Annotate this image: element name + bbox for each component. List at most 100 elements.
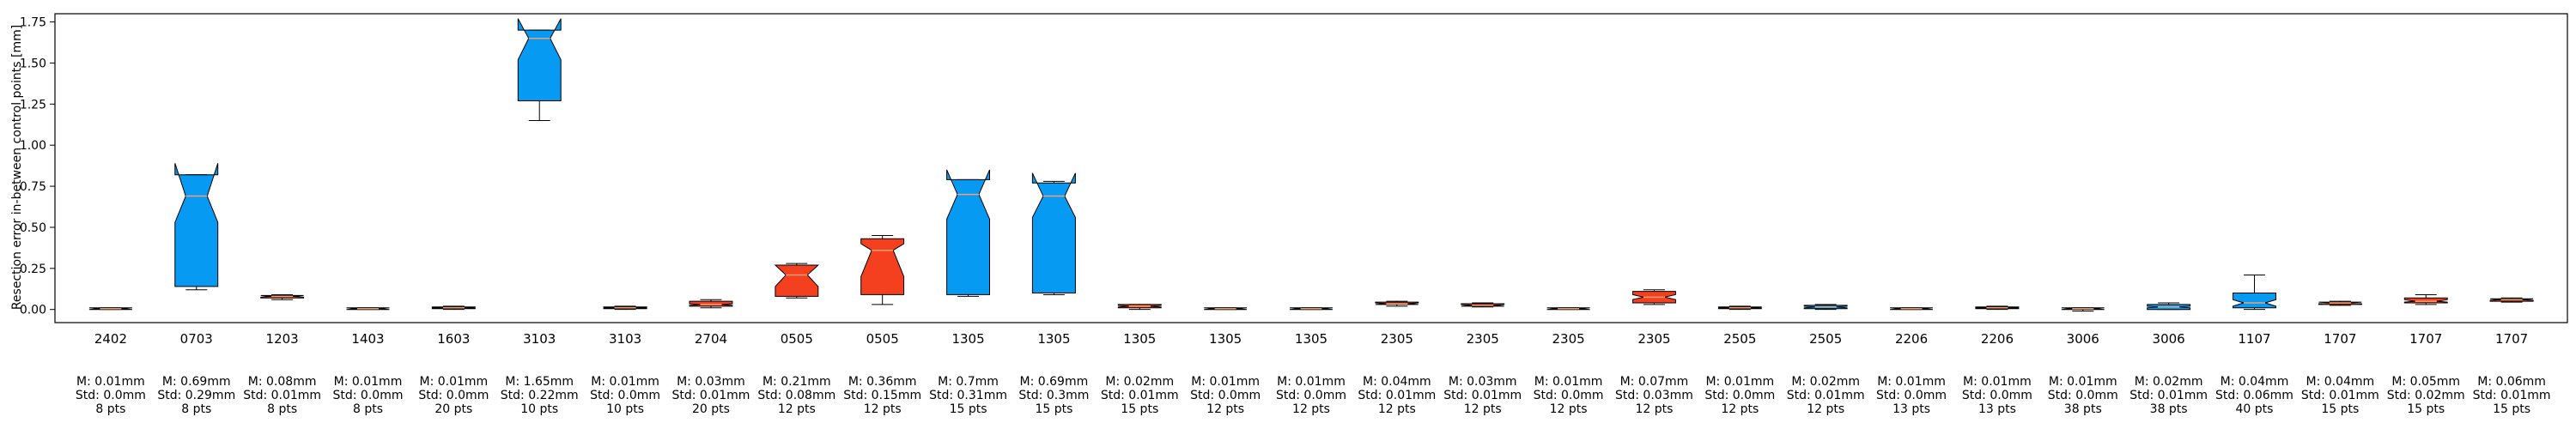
stats-label: Std: 0.01mm [2301, 389, 2379, 402]
box-14 [1289, 307, 1334, 311]
x-tick-label: 1707 [2495, 331, 2528, 347]
box-17 [1546, 307, 1590, 311]
stats-label: M: 0.01mm [1534, 375, 1603, 389]
x-tick-label: 1107 [2238, 331, 2270, 347]
y-tick-label: 0.25 [20, 263, 46, 276]
stats-label: 13 pts [1893, 402, 1930, 416]
stats-label: Std: 0.01mm [1443, 389, 1522, 402]
stats-label: 12 pts [1550, 402, 1588, 416]
x-tick-label: 2505 [1809, 331, 1842, 347]
stats-label: M: 0.02mm [2135, 375, 2203, 389]
x-tick-label: 1707 [2409, 331, 2442, 347]
stats-label: 8 pts [95, 402, 125, 416]
stats-label: 40 pts [2236, 402, 2274, 416]
box-13 [1204, 307, 1248, 311]
box-5 [517, 18, 562, 121]
x-tick-label: 2402 [94, 331, 127, 347]
plot-frame [54, 13, 2568, 323]
stats-label: Std: 0.01mm [1787, 389, 1865, 402]
stats-label: M: 0.01mm [1277, 375, 1346, 389]
stats-label: M: 0.01mm [420, 375, 489, 389]
stats-label: M: 0.03mm [677, 375, 745, 389]
stats-label: 10 pts [520, 402, 558, 416]
x-tick-label: 0505 [781, 331, 813, 347]
box-15 [1375, 300, 1419, 307]
stats-label: Std: 0.06mm [2215, 389, 2293, 402]
stats-label: 10 pts [606, 402, 644, 416]
stats-label: Std: 0.0mm [1704, 389, 1775, 402]
stats-label: 15 pts [1035, 402, 1072, 416]
x-tick-label: 1603 [437, 331, 470, 347]
x-tick-label: 1305 [951, 331, 984, 347]
box-3 [346, 307, 390, 311]
stats-label: 15 pts [1121, 402, 1158, 416]
stats-label: 12 pts [1206, 402, 1244, 416]
stats-label: M: 0.36mm [848, 375, 917, 389]
stats-label: 12 pts [1292, 402, 1330, 416]
stats-label: 20 pts [692, 402, 730, 416]
stats-label: M: 0.07mm [1620, 375, 1689, 389]
box-18 [1632, 289, 1676, 305]
stats-label: 12 pts [1721, 402, 1759, 416]
x-tick-label: 1403 [351, 331, 384, 347]
notched-box [774, 264, 820, 297]
x-tick-label: 2305 [1552, 331, 1584, 347]
stats-label: Std: 0.01mm [2129, 389, 2208, 402]
x-tick-label: 1707 [2324, 331, 2356, 347]
stats-label: M: 0.01mm [334, 375, 403, 389]
box-16 [1461, 302, 1505, 308]
x-tick-label: 2704 [695, 331, 727, 347]
stats-label: Std: 0.03mm [1615, 389, 1693, 402]
y-tick-label: 0.50 [20, 221, 46, 235]
stats-label: Std: 0.3mm [1018, 389, 1089, 402]
x-tick-label: 3006 [2153, 331, 2185, 347]
notched-box [174, 163, 219, 287]
stats-label: 8 pts [267, 402, 297, 416]
x-tick-label: 1305 [1209, 331, 1242, 347]
stats-label: M: 0.02mm [1791, 375, 1860, 389]
y-tick-label: 0.00 [20, 304, 46, 317]
stats-label: M: 0.21mm [762, 375, 831, 389]
stats-label: M: 0.03mm [1449, 375, 1517, 389]
x-tick-label: 2206 [1981, 331, 2014, 347]
notched-box [517, 18, 562, 101]
x-tick-label: 2305 [1381, 331, 1413, 347]
y-tick-label: 1.25 [20, 98, 46, 112]
stats-label: M: 0.7mm [938, 375, 999, 389]
stats-label: M: 0.01mm [76, 375, 145, 389]
box-8 [774, 263, 820, 299]
y-tick-label: 1.00 [20, 139, 46, 153]
stats-label: Std: 0.0mm [76, 389, 146, 402]
y-axis-label: Resection error in-between control point… [10, 25, 24, 310]
axes-layer: 0.00 0.25 0.50 0.75 1.00 1.25 1.50 1.75 [20, 16, 55, 317]
stats-label: Std: 0.15mm [843, 389, 921, 402]
stats-label: Std: 0.0mm [418, 389, 489, 402]
stats-label: 15 pts [2321, 402, 2359, 416]
x-tick-label: 1305 [1295, 331, 1327, 347]
stats-label: M: 0.01mm [1877, 375, 1946, 389]
x-tick-label: 2206 [1895, 331, 1928, 347]
stats-label: 12 pts [1807, 402, 1844, 416]
stats-label: Std: 0.01mm [1358, 389, 1436, 402]
stats-label: M: 0.08mm [248, 375, 317, 389]
stats-label: Std: 0.01mm [1101, 389, 1179, 402]
stats-label: 38 pts [2064, 402, 2102, 416]
x-tick-label: 2305 [1637, 331, 1670, 347]
y-tick-label: 1.75 [20, 16, 46, 30]
notched-box [860, 238, 905, 295]
notched-box [1031, 172, 1076, 293]
stats-label: 12 pts [1464, 402, 1502, 416]
box-2 [260, 293, 305, 300]
x-tick-label: 2505 [1723, 331, 1756, 347]
stats-label: M: 0.01mm [1705, 375, 1774, 389]
stats-label: Std: 0.01mm [243, 389, 321, 402]
stats-label: Std: 0.29mm [157, 389, 235, 402]
box-7 [689, 299, 733, 309]
box-24 [2147, 302, 2191, 311]
box-22 [1975, 305, 2020, 311]
box-27 [2403, 293, 2448, 305]
x-tick-label: 1305 [1037, 331, 1070, 347]
stats-label: Std: 0.0mm [1962, 389, 2032, 402]
